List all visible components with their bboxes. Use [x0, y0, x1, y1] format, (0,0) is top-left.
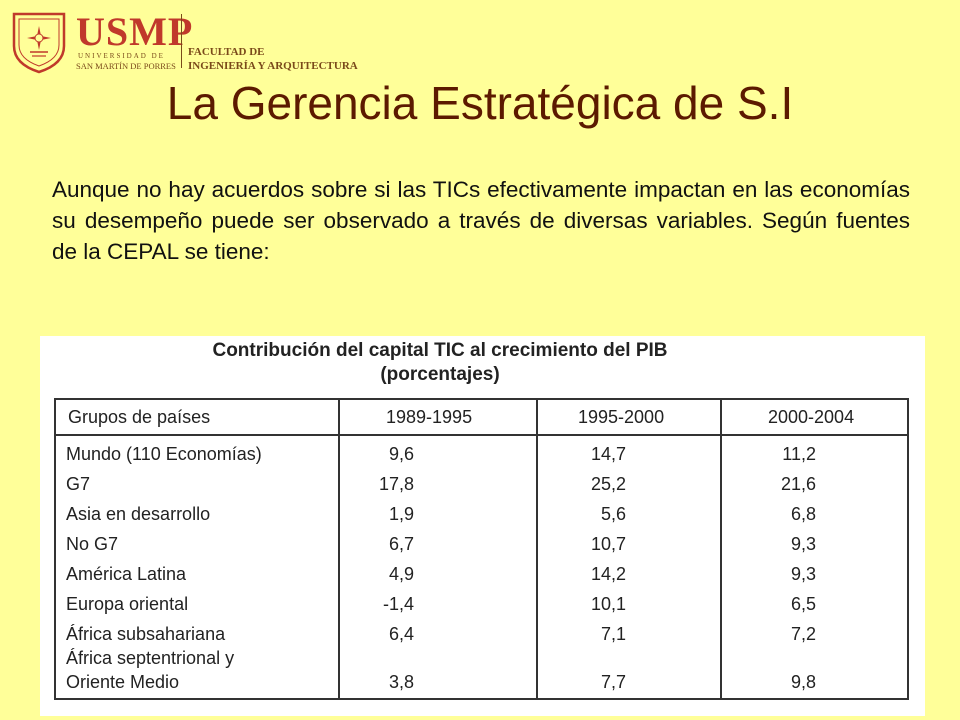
logo-divider	[181, 14, 182, 68]
table-cell: 9,3	[790, 564, 816, 584]
column-divider	[720, 400, 722, 698]
table-cell: 14,2	[590, 564, 626, 584]
table-cell: 10,1	[590, 594, 626, 614]
logo-subtitle-1: UNIVERSIDAD DE	[78, 52, 165, 60]
table-cell: 3,8	[388, 672, 414, 692]
table-row-group: América Latina	[66, 564, 187, 584]
university-seal-icon	[12, 12, 66, 74]
table-cell: 6,7	[388, 534, 414, 554]
usmp-logo: USMP UNIVERSIDAD DE SAN MARTÍN DE PORRES…	[8, 8, 368, 74]
table-caption: Contribución del capital TIC al crecimie…	[212, 340, 668, 361]
table-cell: 6,4	[388, 624, 414, 644]
table-row-group: África subsahariana	[66, 624, 226, 644]
table-row-group: Asia en desarrollo	[66, 504, 211, 524]
table-cell: 6,5	[790, 594, 816, 614]
table-cell: 21,6	[780, 474, 816, 494]
table-cell: -1,4	[382, 594, 414, 614]
table-caption-units: (porcentajes)	[380, 364, 500, 385]
intro-paragraph: Aunque no hay acuerdos sobre si las TICs…	[52, 177, 910, 264]
column-divider	[338, 400, 340, 698]
table-cell: 10,7	[590, 534, 626, 554]
table-row-group: No G7	[66, 534, 119, 554]
table-cell: 6,8	[790, 504, 816, 524]
table-cell: 7,7	[600, 672, 626, 692]
header-1995-2000: 1995-2000	[578, 407, 665, 427]
table-cell: 7,2	[790, 624, 816, 644]
table-cell: 17,8	[378, 474, 414, 494]
header-1989-1995: 1989-1995	[386, 407, 473, 427]
table-row-group: Europa oriental	[66, 594, 189, 614]
logo-subtitle-2: SAN MARTÍN DE PORRES	[76, 61, 176, 71]
table-row-group-cont: Oriente Medio	[66, 672, 180, 692]
table-cell: 14,7	[590, 444, 626, 464]
table-cell: 1,9	[388, 504, 414, 524]
table-cell: 25,2	[590, 474, 626, 494]
table-row-group: África septentrional y	[66, 648, 235, 668]
header-groups: Grupos de países	[68, 407, 211, 427]
table-cell: 7,1	[600, 624, 626, 644]
slide-title: La Gerencia Estratégica de S.I	[166, 77, 794, 129]
header-divider	[56, 434, 907, 436]
ict-contribution-table: Contribución del capital TIC al crecimie…	[40, 336, 925, 716]
table-row-group: G7	[66, 474, 91, 494]
table-cell: 11,2	[782, 444, 816, 464]
table-cell: 9,6	[388, 444, 414, 464]
logo-wordmark: USMP	[76, 9, 194, 54]
header-2000-2004: 2000-2004	[768, 407, 855, 427]
table-cell: 5,6	[600, 504, 626, 524]
table-cell: 9,3	[790, 534, 816, 554]
table-cell: 9,8	[790, 672, 816, 692]
table-cell: 4,9	[388, 564, 414, 584]
faculty-line-2: INGENIERÍA Y ARQUITECTURA	[188, 60, 358, 72]
table-grid: Grupos de países 1989-1995 1995-2000 200…	[54, 398, 909, 700]
column-divider	[536, 400, 538, 698]
faculty-line-1: FACULTAD DE	[188, 46, 265, 58]
table-row-group: Mundo (110 Economías)	[66, 444, 262, 464]
